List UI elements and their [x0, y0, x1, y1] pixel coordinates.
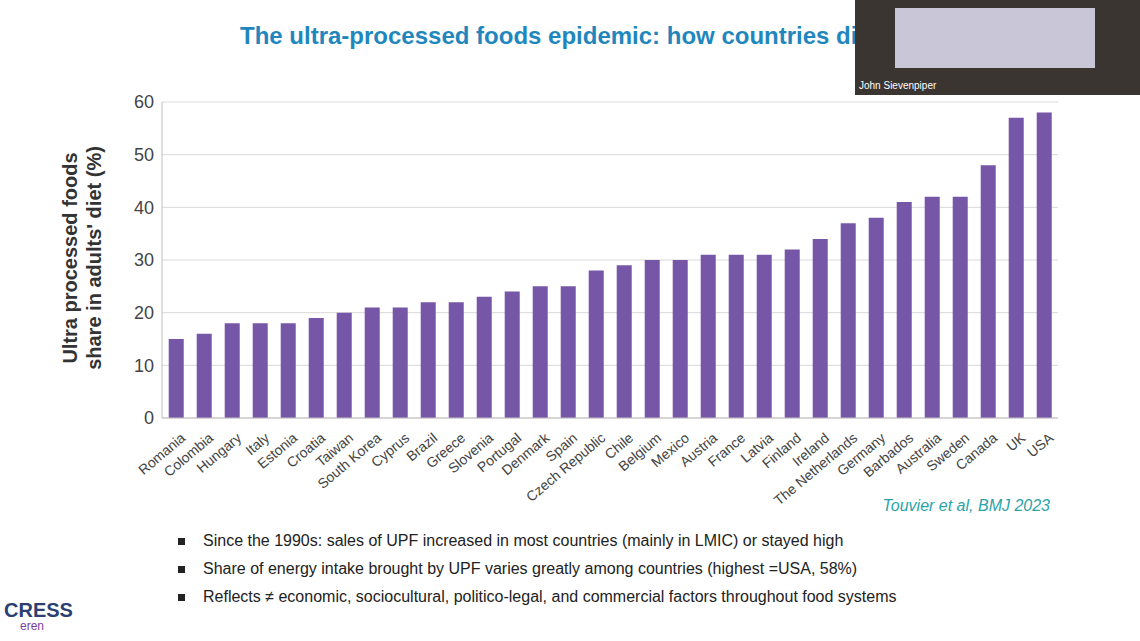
svg-text:Estonia: Estonia [254, 429, 301, 472]
svg-text:Australia: Australia [892, 429, 945, 477]
svg-text:France: France [704, 429, 749, 470]
svg-text:30: 30 [134, 250, 154, 270]
svg-text:UK: UK [1003, 429, 1029, 455]
svg-text:Barbados: Barbados [860, 429, 917, 481]
svg-text:50: 50 [134, 145, 154, 165]
html-text:Ultra processed foods: Ultra processed foods [59, 152, 81, 364]
html-text:Since the 1990s: sales of UPF: Since the 1990s: sales of UPF increased … [203, 532, 844, 549]
html-text:Reflects ≠ economic, sociocult: Reflects ≠ economic, sociocultural, poli… [203, 588, 897, 605]
svg-text:Brazil: Brazil [403, 429, 441, 465]
svg-text:Sweden: Sweden [923, 429, 973, 475]
html-text:eren: eren [20, 619, 44, 633]
svg-text:Finland: Finland [758, 429, 805, 472]
svg-text:Germany: Germany [833, 429, 889, 479]
svg-text:Romania: Romania [135, 429, 189, 478]
html-text:CRESS: CRESS [4, 599, 73, 621]
svg-text:Austria: Austria [676, 429, 721, 470]
svg-text:Mexico: Mexico [648, 429, 693, 471]
html-text:Touvier et al, BMJ 2023: Touvier et al, BMJ 2023 [882, 497, 1050, 514]
svg-text:Italy: Italy [242, 429, 273, 459]
svg-text:10: 10 [134, 356, 154, 376]
svg-text:Greece: Greece [422, 429, 469, 472]
svg-text:0: 0 [144, 408, 154, 428]
svg-text:USA: USA [1024, 429, 1057, 460]
svg-text:Cyprus: Cyprus [368, 429, 413, 471]
svg-text:Colombia: Colombia [160, 429, 217, 480]
html-text:Share of energy intake brought: Share of energy intake brought by UPF va… [203, 560, 858, 577]
svg-text:Belgium: Belgium [615, 429, 665, 475]
svg-text:20: 20 [134, 303, 154, 323]
svg-text:Hungary: Hungary [193, 430, 244, 476]
html-text:The ultra-processed foods epid: The ultra-processed foods epidemic: how … [240, 22, 874, 49]
svg-text:Chile: Chile [601, 429, 637, 463]
svg-text:Czech Republic: Czech Republic [523, 430, 608, 505]
svg-text:Canada: Canada [952, 429, 1000, 473]
html-text:John Sievenpiper: John Sievenpiper [859, 80, 937, 91]
svg-text:60: 60 [134, 92, 154, 112]
svg-text:Spain: Spain [542, 429, 581, 465]
svg-text:Croatia: Croatia [283, 429, 329, 471]
svg-text:The Netherlands: The Netherlands [770, 429, 861, 509]
html-text:share in adults' diet (%): share in adults' diet (%) [83, 146, 105, 370]
svg-text:Denmark: Denmark [498, 429, 553, 479]
svg-text:Taiwan: Taiwan [312, 429, 357, 470]
svg-text:40: 40 [134, 198, 154, 218]
svg-text:Latvia: Latvia [737, 429, 777, 466]
svg-text:South Korea: South Korea [314, 429, 385, 492]
svg-text:Ireland: Ireland [789, 429, 833, 470]
svg-text:Portugal: Portugal [474, 429, 525, 476]
svg-text:Slovenia: Slovenia [444, 429, 497, 477]
